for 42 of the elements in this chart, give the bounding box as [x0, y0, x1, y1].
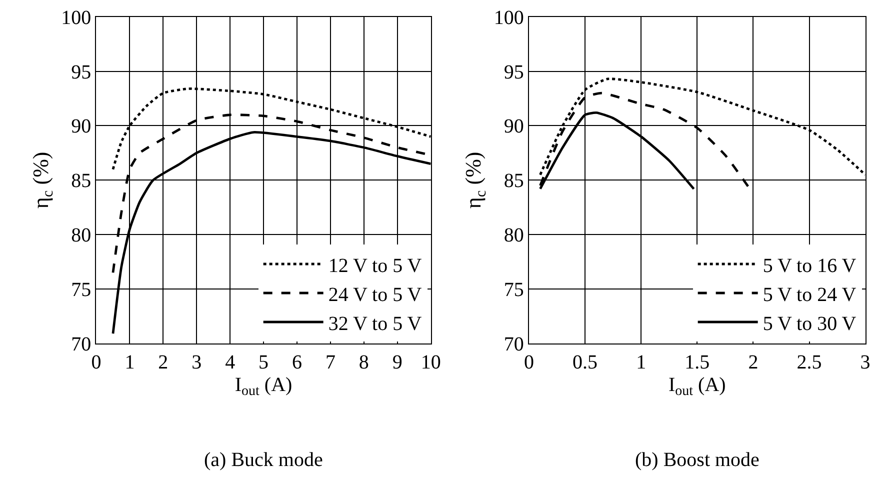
x-tick-label: 0	[91, 351, 102, 374]
y-tick-label: 100	[494, 6, 524, 29]
y-tick-label: 75	[504, 278, 524, 301]
y-tick-label: 70	[504, 333, 524, 356]
x-tick-label: 2	[748, 351, 758, 374]
legend-label: 24 V to 5 V	[328, 284, 422, 306]
y-tick-label: 95	[71, 61, 92, 84]
text: (a) Buck mode	[204, 449, 323, 471]
y-tick-label: 85	[504, 170, 524, 192]
x-axis-title: I$_{out}$ (A)	[668, 374, 726, 400]
x-tick-label: 0	[524, 351, 534, 374]
x-tick-label: 2	[158, 351, 168, 374]
y-tick-label: 75	[71, 278, 92, 301]
y-tick-label: 80	[71, 224, 92, 247]
legend-label: 5 V to 16 V	[762, 254, 857, 277]
x-tick-label: 2.5	[796, 351, 822, 374]
text: (b) Boost mode	[635, 449, 760, 471]
legend-label: 12 V to 5 V	[328, 254, 422, 277]
y-tick-label: 70	[71, 333, 92, 356]
y-tick-label: 100	[61, 6, 92, 29]
legend-label: 5 V to 24 V	[762, 284, 857, 306]
x-tick-label: 7	[325, 351, 336, 374]
y-tick-label: 90	[71, 116, 92, 138]
x-tick-label: 3	[192, 351, 202, 374]
y-tick-label: 85	[71, 170, 92, 192]
x-tick-label: 9	[392, 351, 402, 374]
y-tick-label: 95	[504, 61, 524, 84]
x-tick-label: 0.5	[572, 351, 598, 374]
y-tick-label: 80	[504, 224, 524, 247]
x-tick-label: 5	[258, 351, 269, 374]
x-tick-label: 6	[292, 351, 302, 374]
x-tick-label: 1	[636, 351, 646, 374]
x-tick-label: 3	[860, 351, 870, 374]
x-tick-label: 8	[358, 351, 369, 374]
x-tick-label: 4	[225, 351, 236, 374]
x-tick-label: 1	[124, 351, 135, 374]
x-axis-title: I$_{out}$ (A)	[234, 374, 292, 400]
x-tick-label: 10	[420, 351, 441, 374]
legend-label: 32 V to 5 V	[328, 312, 422, 335]
y-tick-label: 90	[504, 116, 524, 138]
x-tick-label: 1.5	[684, 351, 710, 374]
legend-label: 5 V to 30 V	[762, 312, 857, 335]
